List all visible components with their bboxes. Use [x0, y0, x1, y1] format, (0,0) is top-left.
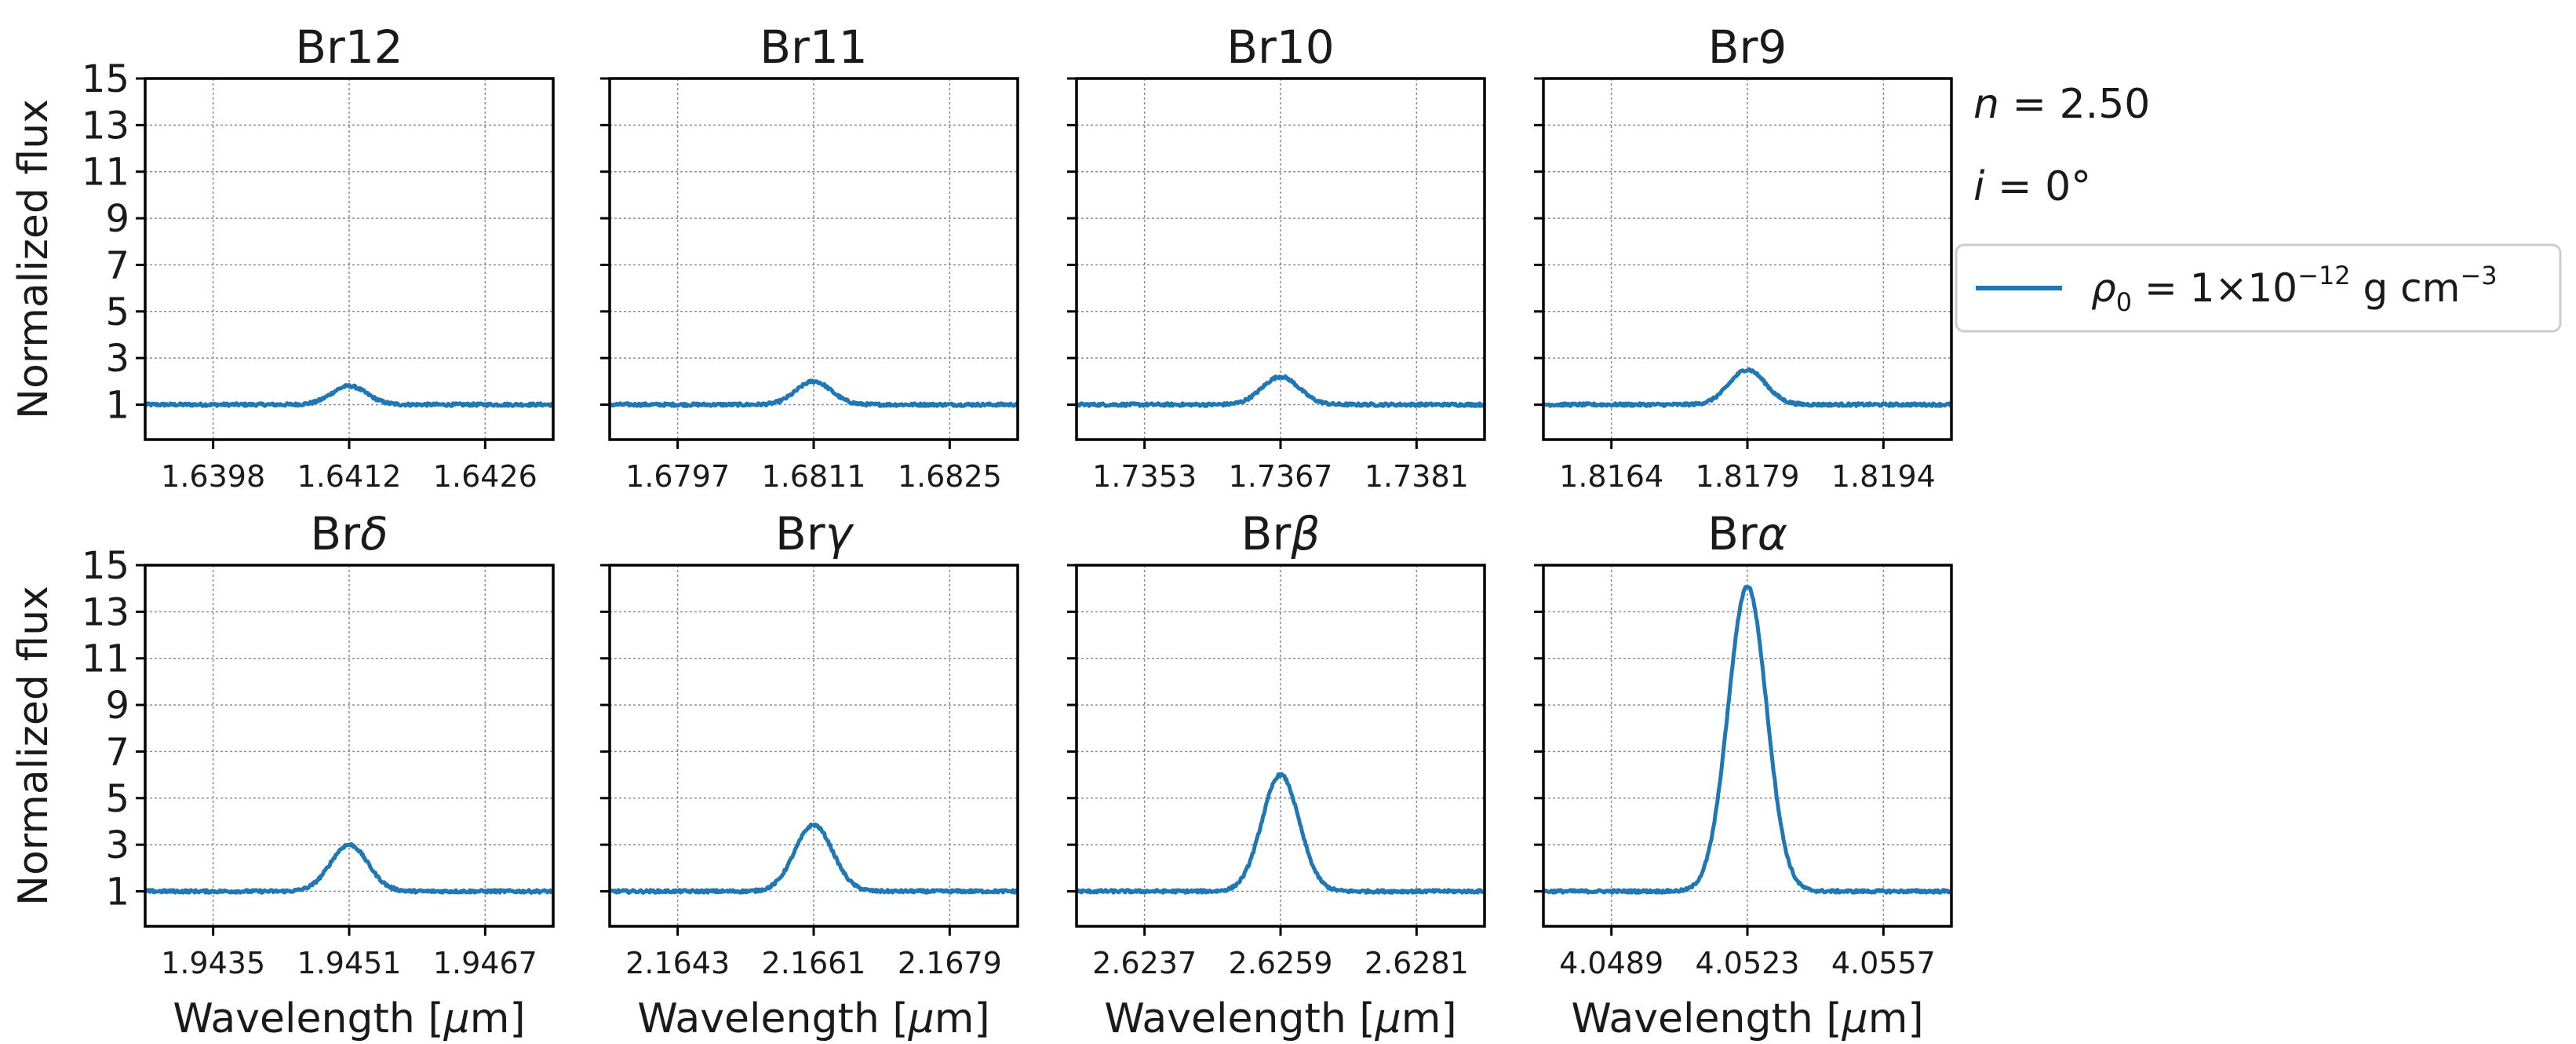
annotation-n: n = 2.50 — [1973, 81, 2150, 128]
y-tick-label: 15 — [82, 57, 129, 101]
x-tick-label: 1.7353 — [1092, 459, 1197, 494]
panel-title: Br9 — [1708, 20, 1787, 74]
panel-1: 1.6398 1.6412 1.642613579111315Br12Normali… — [10, 20, 555, 494]
legend: ρ0 = 1×10−12 g cm−3 — [1955, 243, 2562, 333]
y-tick-label: 5 — [105, 290, 129, 334]
legend-sub: 0 — [2116, 287, 2132, 317]
x-tick-label: 1.8194 — [1831, 459, 1936, 494]
panels: 1.6398 1.6412 1.642613579111315Br12Normali… — [10, 20, 1954, 1042]
x-tick-label: 2.6259 — [1229, 946, 1333, 980]
x-tick-label: 1.6811 — [762, 459, 866, 494]
y-tick-label: 3 — [105, 823, 129, 867]
panel-title: Br10 — [1226, 20, 1334, 74]
y-tick-label: 9 — [105, 684, 129, 728]
x-tick-label: 2.1679 — [898, 946, 1002, 980]
x-tick-label: 1.6412 — [297, 459, 402, 494]
y-tick-label: 13 — [82, 590, 129, 634]
x-tick-label: 1.7381 — [1365, 459, 1469, 494]
x-tick-label: 2.1661 — [762, 946, 866, 980]
axes-frame — [1075, 564, 1486, 928]
legend-label: ρ0 = 1×10−12 g cm−3 — [2091, 261, 2498, 317]
spectrum-line — [144, 382, 555, 408]
y-tick-label: 7 — [105, 730, 129, 774]
axes-frame — [1542, 77, 1953, 441]
panel-title: Brγ — [775, 507, 854, 560]
x-tick-label: 1.6825 — [898, 459, 1002, 494]
axes-frame — [608, 77, 1019, 441]
spectrum-line — [1542, 585, 1953, 895]
x-tick-label: 1.6398 — [161, 459, 265, 494]
x-tick-label: 1.9451 — [297, 946, 402, 980]
panel-title: Brβ — [1241, 507, 1321, 560]
panel-title: Br12 — [295, 20, 403, 74]
x-tick-label: 1.8164 — [1559, 459, 1663, 494]
panel-title: Brδ — [310, 507, 388, 560]
legend-tail: g cm — [2351, 265, 2461, 311]
y-tick-label: 11 — [82, 151, 129, 195]
axes-frame — [1542, 564, 1953, 928]
axes-frame — [144, 77, 555, 441]
panel-7: 2.6237 2.6259 2.6281 Brβ Wavelength [μm] — [1067, 507, 1487, 1042]
y-tick-label: 3 — [105, 337, 129, 381]
y-tick-label: 1 — [105, 870, 129, 914]
x-tick-label: 4.0557 — [1831, 946, 1936, 980]
spectrum-line — [144, 841, 555, 895]
x-axis-label: Wavelength [μm] — [1104, 995, 1456, 1042]
panel-5: 1.9435 1.9451 1.946713579111315BrδWaveleng… — [10, 507, 555, 1042]
panel-4: 1.8164 1.8179 1.8194 Br9 — [1534, 20, 1954, 494]
axes-frame — [608, 564, 1019, 928]
x-tick-label: 1.6797 — [625, 459, 730, 494]
x-tick-label: 1.6426 — [433, 459, 537, 494]
y-axis-label: Normalized flux — [10, 586, 57, 906]
x-axis-label: Wavelength [μm] — [1571, 995, 1923, 1042]
x-tick-label: 1.9435 — [161, 946, 265, 980]
panel-2: 1.6797 1.6811 1.6825 Br11 — [600, 20, 1019, 494]
legend-sup: −12 — [2297, 261, 2351, 290]
x-tick-label: 1.9467 — [433, 946, 537, 980]
y-tick-label: 5 — [105, 777, 129, 821]
panel-title: Br11 — [760, 20, 867, 74]
annotation-i: i = 0° — [1973, 163, 2091, 210]
legend-sup2: −3 — [2460, 261, 2497, 290]
legend-mid: = 1×10 — [2132, 265, 2297, 311]
axes-frame — [144, 564, 555, 928]
y-tick-label: 11 — [82, 637, 129, 681]
x-tick-label: 1.7367 — [1229, 459, 1333, 494]
panel-title: Brα — [1707, 507, 1787, 560]
x-tick-label: 2.1643 — [625, 946, 730, 980]
spectrum-line — [607, 378, 1019, 408]
panel-8: 4.0489 4.0523 4.0557 Brα Wavelength [μm] — [1534, 507, 1953, 1042]
panel-3: 1.7353 1.7367 1.7381 Br10 — [1067, 20, 1487, 494]
x-axis-label: Wavelength [μm] — [173, 995, 525, 1042]
spectrum-line — [1542, 367, 1954, 408]
legend-box — [1955, 243, 2562, 333]
x-tick-label: 1.8179 — [1696, 459, 1800, 494]
axes-frame — [1075, 77, 1486, 441]
y-tick-label: 1 — [105, 383, 129, 427]
x-tick-label: 4.0489 — [1559, 946, 1663, 980]
spectrum-line — [608, 822, 1019, 895]
spectrum-line — [1075, 772, 1487, 895]
panel-6: 2.1643 2.1661 2.1679 Brγ Wavelength [μm] — [600, 507, 1019, 1042]
y-tick-label: 9 — [105, 197, 129, 241]
x-tick-label: 4.0523 — [1696, 946, 1800, 980]
y-tick-label: 13 — [82, 104, 129, 148]
x-tick-label: 2.6281 — [1365, 946, 1469, 980]
spectrum-line — [1074, 374, 1487, 408]
legend-rho: ρ — [2091, 265, 2116, 311]
y-tick-label: 7 — [105, 243, 129, 287]
x-tick-label: 2.6237 — [1092, 946, 1197, 980]
y-axis-label: Normalized flux — [10, 99, 57, 419]
x-axis-label: Wavelength [μm] — [637, 995, 989, 1042]
y-tick-label: 15 — [82, 544, 129, 588]
